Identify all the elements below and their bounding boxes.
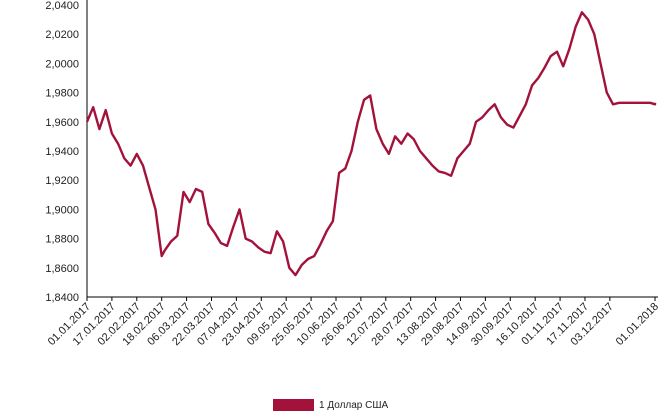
y-tick-label: 2,0000 <box>45 58 79 70</box>
y-tick-label: 1,8800 <box>45 234 79 246</box>
x-tick-label: 01.01.2018 <box>614 301 661 348</box>
y-tick-label: 1,8400 <box>45 292 79 304</box>
y-tick-label: 1,8600 <box>45 263 79 275</box>
series-line <box>85 11 657 277</box>
y-axis: 1,8400 1,8600 1,8800 1,9000 1,9200 1,9400 1,96… <box>45 0 88 304</box>
y-tick-label: 2,0200 <box>45 29 79 41</box>
y-tick-label: 1,9600 <box>45 117 79 129</box>
y-tick-label: 1,9000 <box>45 204 79 216</box>
legend: 1 Доллар США <box>273 398 388 412</box>
legend-swatch <box>273 399 314 411</box>
series-layer <box>85 11 657 277</box>
y-tick-label: 1,9400 <box>45 146 79 158</box>
y-tick-label: 1,9200 <box>45 175 79 187</box>
legend-label: 1 Доллар США <box>319 399 389 411</box>
x-axis: 01.01.201717.01.201702.02.201718.02.2017… <box>46 296 661 348</box>
y-tick-label: 2,0400 <box>45 0 79 12</box>
y-tick-label: 1,9800 <box>45 88 79 100</box>
